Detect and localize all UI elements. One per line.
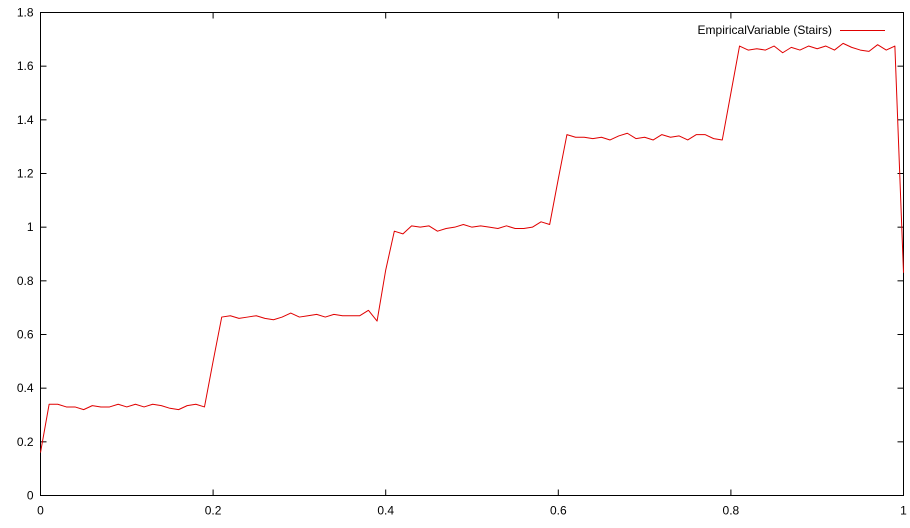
series-layer (40, 42, 904, 453)
y-tick-label: 0 (27, 489, 34, 503)
y-tick-label: 1.8 (17, 6, 34, 20)
y-tick-label: 1.4 (17, 113, 34, 127)
y-tick-label: 0.8 (17, 274, 34, 288)
y-tick-label: 1.2 (17, 167, 34, 181)
y-tick-label: 1.6 (17, 59, 34, 73)
y-tick-label: 0.2 (17, 435, 34, 449)
x-tick-label: 0.2 (205, 504, 222, 518)
series-line (40, 42, 904, 453)
y-tick-label: 0.4 (17, 381, 34, 395)
y-tick-label: 0.6 (17, 328, 34, 342)
legend-label: EmpiricalVariable (Stairs) (698, 23, 832, 37)
x-tick-label: 0.8 (723, 504, 740, 518)
plot-frame (40, 12, 904, 496)
legend: EmpiricalVariable (Stairs) (698, 23, 885, 37)
axis-ticks: 0 0.2 0.4 0.6 0.8 1 0 0.2 0.4 0.6 0.8 1 1.2 1.4 1.6 1.8 (17, 6, 907, 518)
x-tick-label: 0 (37, 504, 44, 518)
x-tick-label: 1 (900, 504, 907, 518)
x-tick-label: 0.4 (377, 504, 394, 518)
y-tick-label: 1 (27, 220, 34, 234)
x-tick-label: 0.6 (550, 504, 567, 518)
